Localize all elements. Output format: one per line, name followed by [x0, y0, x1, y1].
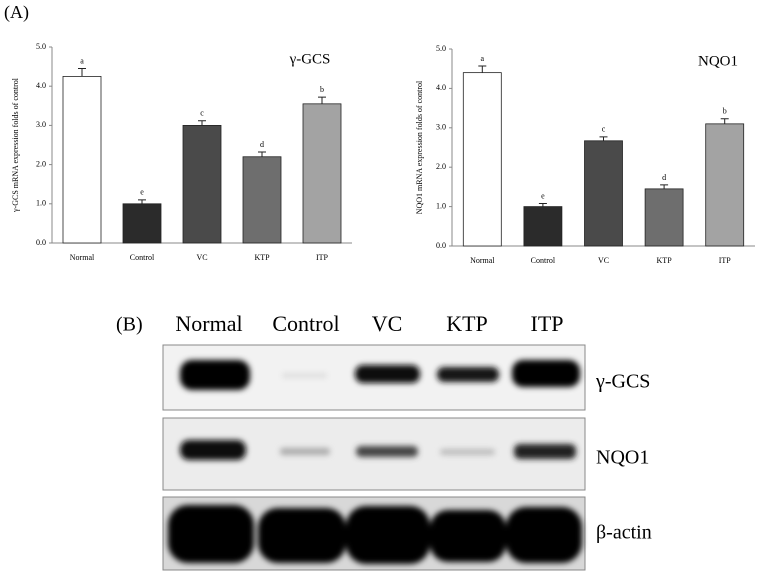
bar — [302, 103, 342, 244]
x-tick-label: VC — [196, 253, 207, 262]
y-tick-label: 5.0 — [36, 42, 46, 51]
row-label: γ-GCS — [595, 371, 650, 393]
x-tick-label: ITP — [719, 256, 732, 265]
error-bar — [198, 120, 206, 126]
band — [180, 440, 246, 460]
y-tick-label: 4.0 — [436, 83, 446, 92]
error-bar — [660, 184, 669, 189]
band — [355, 365, 420, 383]
x-tick-label: Control — [130, 253, 155, 262]
error-bar — [599, 136, 608, 141]
chart-title: γ-GCS — [289, 51, 331, 67]
error-bar — [538, 202, 547, 207]
y-axis-label: NQO1 mRNA expression folds of control — [415, 80, 424, 214]
y-tick-label: 0.0 — [436, 241, 446, 250]
bar — [462, 72, 502, 247]
y-tick-label: 0.0 — [36, 238, 46, 247]
bar-annotation: a — [481, 54, 485, 63]
band — [440, 449, 495, 455]
lane-label: VC — [372, 311, 403, 336]
band — [506, 507, 582, 563]
bar — [584, 140, 623, 247]
error-bar — [78, 68, 86, 77]
y-tick-label: 5.0 — [436, 44, 446, 53]
y-tick-label: 1.0 — [36, 199, 46, 208]
y-tick-label: 1.0 — [436, 201, 446, 210]
bar-annotation: c — [200, 109, 204, 118]
x-tick-label: Normal — [70, 253, 95, 262]
error-bar — [720, 118, 729, 124]
blot — [162, 344, 586, 571]
bar — [705, 123, 745, 247]
error-bar — [258, 151, 266, 157]
y-tick-label: 2.0 — [436, 162, 446, 171]
band — [430, 510, 506, 562]
chart-title: NQO1 — [698, 53, 738, 69]
bar-annotation: b — [320, 85, 324, 94]
bar — [523, 206, 563, 247]
panel-label: (A) — [4, 2, 29, 23]
band — [512, 360, 580, 387]
bar-annotation: a — [80, 56, 84, 65]
y-tick-label: 2.0 — [36, 159, 46, 168]
bar-annotation: e — [541, 191, 545, 200]
bar-annotation: b — [723, 107, 727, 116]
bar-annotation: d — [662, 173, 666, 182]
bar-annotation: c — [602, 125, 606, 134]
band — [258, 508, 346, 563]
band — [180, 360, 250, 390]
bar-annotation: e — [140, 188, 144, 197]
error-bar — [478, 65, 487, 73]
band — [280, 448, 330, 455]
x-tick-label: Control — [531, 256, 556, 265]
x-tick-label: Normal — [470, 256, 495, 265]
lane-label: Normal — [175, 311, 242, 336]
band — [346, 506, 430, 564]
band — [437, 367, 499, 382]
lane-label: ITP — [531, 311, 564, 336]
row-label: β-actin — [596, 522, 652, 544]
bar — [242, 156, 282, 244]
y-tick-label: 4.0 — [36, 81, 46, 90]
band — [356, 446, 418, 457]
y-tick-label: 3.0 — [436, 123, 446, 132]
x-tick-label: KTP — [657, 256, 673, 265]
panel-label: (B) — [116, 314, 143, 336]
error-bar — [138, 199, 146, 204]
x-tick-label: VC — [598, 256, 609, 265]
band — [514, 444, 576, 459]
x-tick-label: KTP — [254, 253, 270, 262]
bands — [168, 360, 582, 564]
bar-annotation: d — [260, 140, 264, 149]
y-tick-label: 3.0 — [36, 120, 46, 129]
lane-label: Control — [272, 311, 339, 336]
band — [282, 373, 327, 378]
error-bar — [318, 96, 326, 104]
row-label: NQO1 — [596, 447, 649, 469]
bar — [182, 125, 222, 244]
bar — [122, 203, 162, 244]
y-axis-label: γ-GCS mRNA expression folds of control — [11, 77, 20, 213]
x-tick-label: ITP — [316, 253, 329, 262]
band — [168, 505, 254, 563]
bar — [644, 188, 684, 247]
lane-label: KTP — [446, 311, 488, 336]
bar — [62, 76, 102, 244]
